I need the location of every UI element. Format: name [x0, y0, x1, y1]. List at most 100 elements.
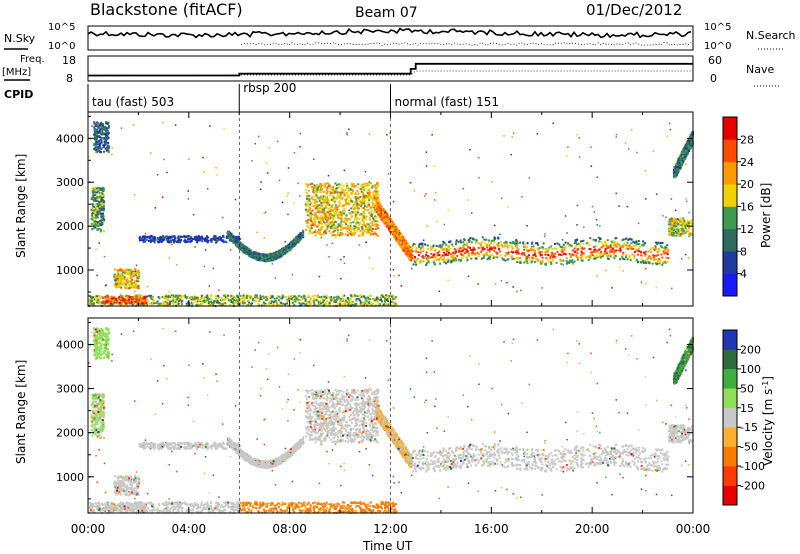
power-cell [232, 302, 235, 305]
power-cell [238, 300, 241, 303]
power-cell [407, 246, 410, 249]
power-cell [457, 240, 460, 243]
power-cell [306, 183, 309, 186]
power-cell [271, 253, 273, 256]
power-cell [100, 224, 103, 226]
power-cell [144, 235, 147, 238]
power-cell [613, 253, 616, 256]
power-cell [193, 238, 196, 241]
power-cell [356, 207, 359, 210]
power-cell [133, 282, 135, 284]
power-cell [378, 214, 381, 217]
power-cell [163, 238, 166, 241]
power-cell [371, 201, 374, 204]
power-cell [216, 299, 219, 302]
power-cell [118, 273, 121, 276]
power-cell [163, 296, 166, 299]
power-cell [298, 236, 300, 239]
power-cell [144, 236, 147, 239]
power-cell [523, 254, 526, 257]
power-cell [94, 218, 97, 221]
power-cell [107, 137, 110, 140]
power-cell [290, 241, 292, 244]
power-cell [126, 297, 129, 300]
power-cell [387, 216, 390, 219]
power-cell [215, 241, 217, 244]
power-cell [98, 207, 101, 210]
power-cell [238, 235, 240, 238]
power-cell [167, 240, 170, 243]
power-cell [588, 243, 591, 246]
power-cell [385, 221, 388, 224]
power-cell [91, 218, 94, 221]
power-cell [333, 229, 336, 232]
nave-tick-bottom: 0 [710, 72, 717, 85]
power-cell [195, 297, 198, 300]
power-cell [141, 302, 144, 305]
power-cell [263, 257, 266, 259]
power-cell [135, 272, 138, 275]
power-cell [331, 209, 334, 212]
power-cell [498, 250, 501, 253]
power-cell [448, 251, 450, 254]
power-cell [364, 303, 367, 306]
power-cell [113, 283, 116, 286]
power-cell [333, 296, 336, 299]
power-cell [374, 199, 376, 202]
power-cell [303, 295, 306, 298]
power-cell [385, 223, 388, 226]
power-cell [316, 230, 319, 233]
power-cell [330, 220, 333, 223]
power-cell [406, 247, 409, 250]
power-cell [174, 294, 177, 297]
power-cell [122, 281, 125, 284]
power-cell [377, 204, 380, 206]
power-cell [257, 253, 260, 256]
power-cell [272, 253, 275, 256]
power-cell [352, 228, 355, 231]
power-cell [337, 185, 340, 188]
power-cell [232, 238, 235, 241]
power-cell [97, 299, 99, 302]
power-cell [342, 210, 345, 213]
power-cell [264, 259, 267, 262]
power-cell [349, 227, 352, 230]
power-cell [127, 268, 130, 271]
power-cell [322, 195, 325, 198]
power-cell [107, 149, 110, 152]
power-cell [365, 228, 368, 231]
power-cell [479, 244, 482, 247]
power-cell [403, 250, 406, 253]
power-cell [156, 300, 159, 303]
power-cell [622, 253, 625, 256]
power-cell [371, 185, 374, 188]
power-cell [361, 227, 364, 230]
power-cell [332, 194, 334, 197]
power-cell [361, 195, 363, 198]
power-cell [146, 236, 149, 239]
power-cell [410, 259, 413, 262]
power-cell [322, 196, 325, 199]
power-cell [637, 253, 639, 256]
power-cell [400, 234, 403, 237]
power-cell [356, 205, 359, 207]
power-cell [133, 272, 136, 275]
power-cell [321, 223, 323, 225]
power-cell [331, 197, 333, 200]
power-cell [647, 250, 650, 253]
power-cell [300, 295, 303, 298]
power-cell [308, 300, 311, 303]
power-cell [356, 295, 359, 298]
power-cell [313, 231, 316, 234]
power-cell [311, 222, 314, 225]
power-cell [137, 287, 140, 289]
power-cell [356, 221, 359, 224]
power-cell [100, 229, 103, 232]
power-cell [375, 207, 378, 210]
power-cell [301, 234, 304, 237]
power-cell [122, 278, 125, 281]
power-cell [107, 145, 110, 148]
power-cell [350, 207, 353, 210]
power-cell [94, 216, 97, 219]
power-cell [222, 240, 225, 243]
